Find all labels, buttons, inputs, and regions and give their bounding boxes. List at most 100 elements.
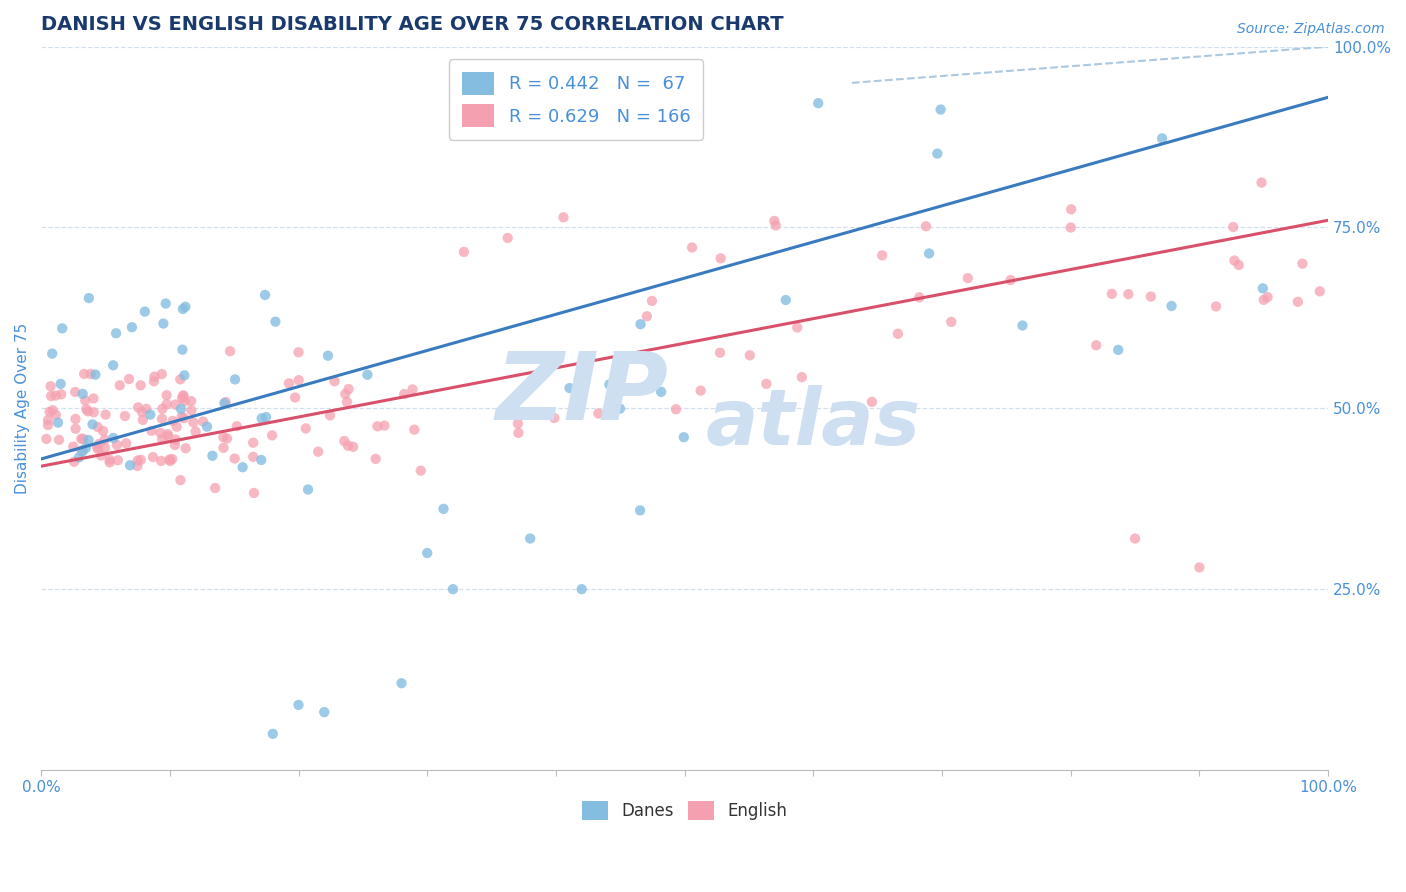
Point <box>121 320 143 334</box>
Point <box>336 395 359 409</box>
Point <box>155 296 177 310</box>
Point <box>409 464 432 478</box>
Point <box>174 442 197 456</box>
Point <box>553 211 575 225</box>
Point <box>250 411 273 425</box>
Point <box>588 407 610 421</box>
Point <box>1250 176 1272 190</box>
Point <box>139 408 162 422</box>
Point <box>915 219 938 234</box>
Point <box>39 379 62 393</box>
Point <box>170 401 193 416</box>
Point <box>242 450 264 464</box>
Point <box>636 310 658 324</box>
Point <box>219 344 242 359</box>
Point <box>1188 560 1211 574</box>
Point <box>307 444 329 458</box>
Point <box>558 381 581 395</box>
Point <box>262 428 284 442</box>
Point <box>87 420 110 434</box>
Point <box>364 451 387 466</box>
Point <box>870 248 893 262</box>
Point <box>65 422 87 436</box>
Point <box>72 444 94 458</box>
Point <box>243 486 266 500</box>
Point <box>180 403 202 417</box>
Point <box>49 376 72 391</box>
Point <box>224 372 246 386</box>
Text: Source: ZipAtlas.com: Source: ZipAtlas.com <box>1237 22 1385 37</box>
Point <box>51 321 73 335</box>
Point <box>152 317 174 331</box>
Point <box>114 409 136 423</box>
Point <box>391 676 413 690</box>
Point <box>184 425 207 439</box>
Point <box>1011 318 1033 333</box>
Point <box>156 397 179 411</box>
Point <box>135 401 157 416</box>
Point <box>630 317 652 331</box>
Point <box>87 442 110 456</box>
Point <box>1286 294 1309 309</box>
Point <box>75 402 97 417</box>
Point <box>101 359 124 373</box>
Point <box>786 320 808 334</box>
Point <box>183 416 205 430</box>
Point <box>709 345 731 359</box>
Point <box>79 367 101 381</box>
Point <box>689 384 711 398</box>
Legend: Danes, English: Danes, English <box>575 794 794 827</box>
Point <box>127 453 149 467</box>
Point <box>129 452 152 467</box>
Point <box>366 419 388 434</box>
Text: ZIP: ZIP <box>495 348 668 440</box>
Point <box>82 392 104 406</box>
Point <box>214 395 236 409</box>
Point <box>1309 285 1331 299</box>
Point <box>287 345 309 359</box>
Point <box>169 473 191 487</box>
Point <box>918 246 941 260</box>
Point <box>908 290 931 304</box>
Point <box>775 293 797 307</box>
Point <box>87 437 110 451</box>
Point <box>103 431 125 445</box>
Point <box>39 389 62 403</box>
Point <box>172 301 194 316</box>
Point <box>755 376 778 391</box>
Point <box>1205 300 1227 314</box>
Point <box>159 452 181 467</box>
Point <box>67 450 90 465</box>
Point <box>173 394 195 409</box>
Point <box>41 346 63 360</box>
Point <box>159 454 181 468</box>
Point <box>681 240 703 254</box>
Point <box>887 326 910 341</box>
Point <box>215 432 238 446</box>
Point <box>195 419 218 434</box>
Point <box>1101 286 1123 301</box>
Point <box>127 458 149 473</box>
Point <box>46 416 69 430</box>
Point <box>62 440 84 454</box>
Point <box>107 453 129 467</box>
Point <box>77 404 100 418</box>
Point <box>212 430 235 444</box>
Point <box>401 383 423 397</box>
Point <box>129 378 152 392</box>
Point <box>1152 131 1174 145</box>
Point <box>150 401 173 416</box>
Point <box>94 408 117 422</box>
Point <box>98 455 121 469</box>
Point <box>37 418 59 433</box>
Point <box>35 432 58 446</box>
Point <box>250 453 273 467</box>
Point <box>790 370 813 384</box>
Point <box>149 425 172 440</box>
Point <box>118 372 141 386</box>
Point <box>1160 299 1182 313</box>
Point <box>650 384 672 399</box>
Point <box>169 372 191 386</box>
Point <box>120 458 142 473</box>
Point <box>172 343 194 357</box>
